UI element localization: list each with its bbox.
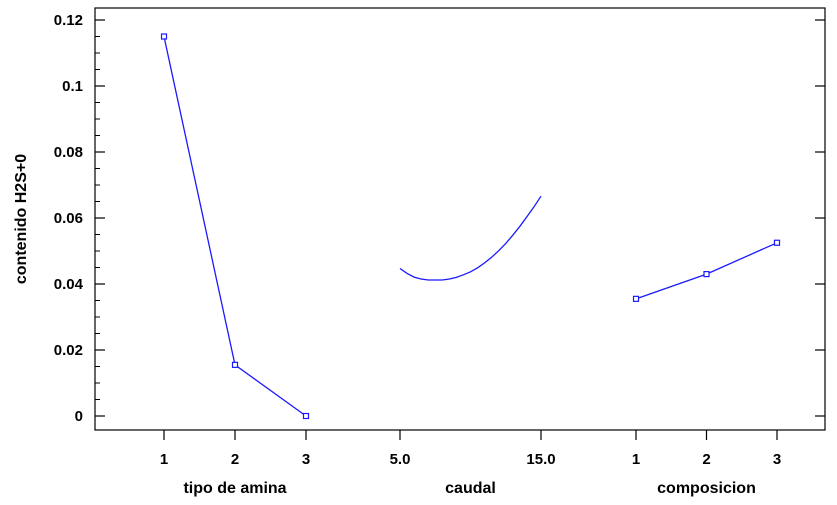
y-tick-label: 0.06 bbox=[54, 210, 83, 227]
x-tick-label: 3 bbox=[773, 451, 781, 468]
x-axis-title: caudal bbox=[445, 480, 496, 497]
series-line bbox=[635, 242, 778, 300]
x-tick-label: 15.0 bbox=[526, 451, 555, 468]
y-tick-label: 0.12 bbox=[54, 12, 83, 29]
series-line bbox=[163, 36, 307, 417]
x-tick-label: 3 bbox=[302, 451, 310, 468]
data-point bbox=[773, 239, 781, 246]
data-point bbox=[703, 271, 710, 278]
data-point bbox=[231, 361, 239, 368]
x-tick-label: 2 bbox=[702, 451, 710, 468]
y-axis-title: contenido H2S+0 bbox=[13, 154, 30, 284]
y-tick-label: 0.04 bbox=[54, 276, 84, 293]
y-tick-label: 0 bbox=[75, 408, 83, 425]
x-axis-title: tipo de amina bbox=[183, 480, 286, 497]
x-tick-label: 1 bbox=[160, 451, 168, 468]
series-group bbox=[160, 33, 781, 420]
y-tick-label: 0.02 bbox=[54, 342, 83, 359]
y-tick-label: 0.08 bbox=[54, 144, 83, 161]
data-point bbox=[632, 295, 640, 302]
plot-frame bbox=[94, 7, 826, 431]
series-line bbox=[399, 195, 542, 281]
y-axis: 0 0.02 0.04 0.06 0.08 0.1 0.12 bbox=[54, 12, 825, 425]
x-axis: 1 2 3 tipo de amina 5.0 15.0 caudal 1 2 3 composic… bbox=[160, 430, 781, 497]
x-tick-label: 5.0 bbox=[390, 451, 411, 468]
data-point bbox=[302, 412, 310, 420]
y-tick-label: 0.1 bbox=[62, 78, 83, 95]
x-axis-title: composicion bbox=[657, 480, 756, 497]
data-point bbox=[160, 33, 168, 40]
x-tick-label: 2 bbox=[231, 451, 239, 468]
x-tick-label: 1 bbox=[632, 451, 640, 468]
